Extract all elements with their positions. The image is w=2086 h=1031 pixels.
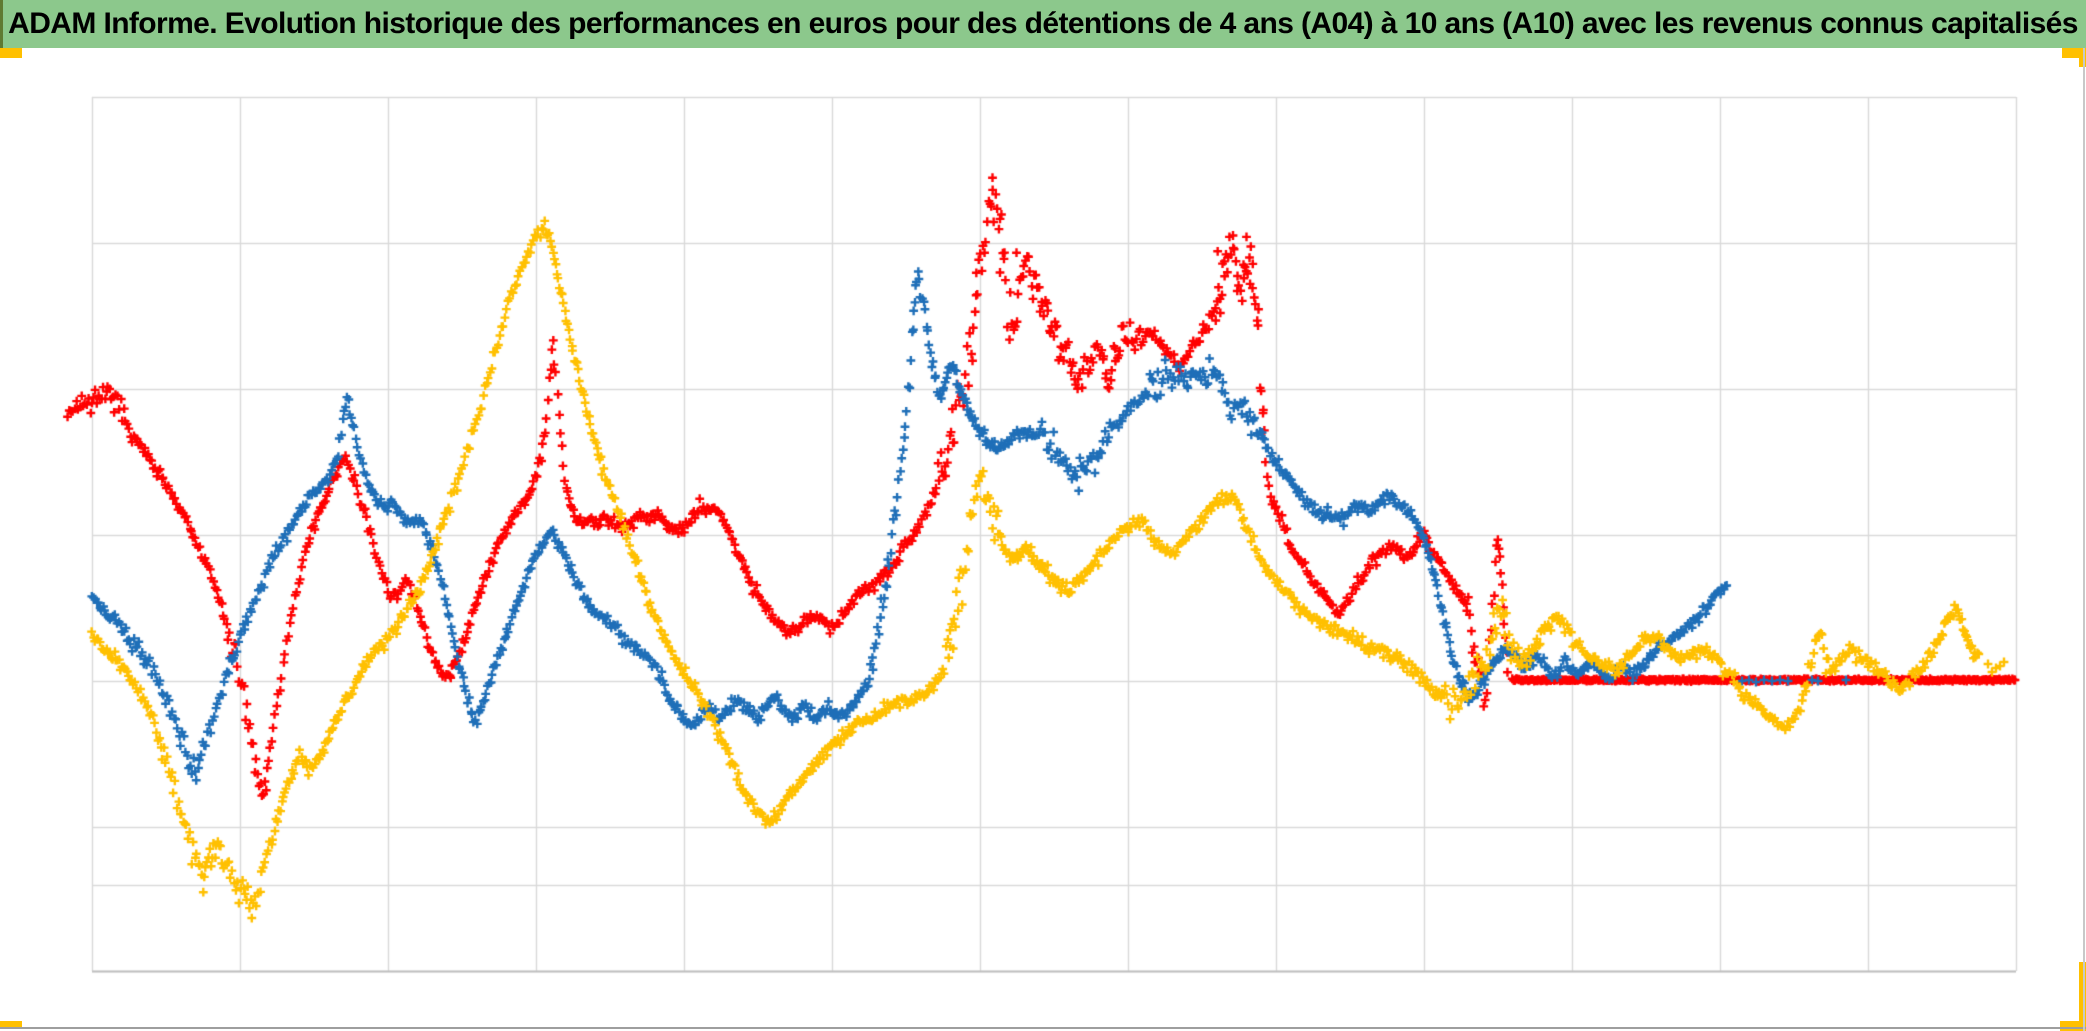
corner-mark-bottom-right (2079, 962, 2086, 1031)
bottom-divider (0, 1027, 2086, 1029)
corner-mark-top-left (0, 48, 22, 58)
corner-mark-bottom-left (0, 1021, 22, 1029)
corner-mark-top-right-tail (2079, 48, 2086, 67)
corner-mark-bottom-right-foot (2060, 1021, 2086, 1031)
corner-mark-top-right (2062, 48, 2086, 58)
right-divider (2083, 48, 2085, 1031)
